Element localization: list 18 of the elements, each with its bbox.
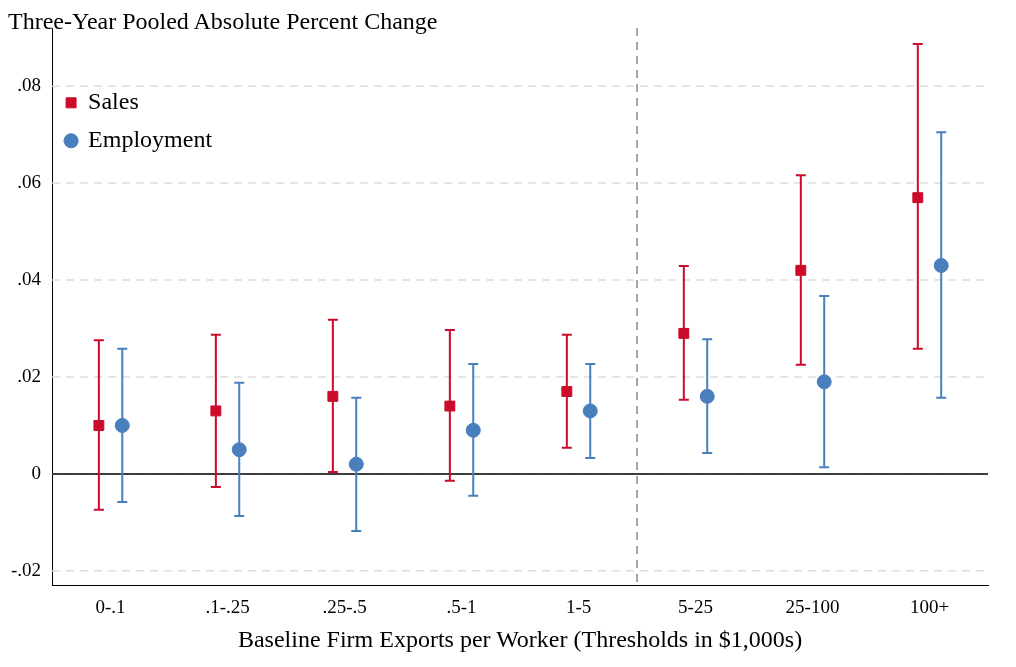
- x-tick-label: .25-.5: [322, 595, 367, 617]
- x-axis-title: Baseline Firm Exports per Worker (Thresholds in $1,000s): [237, 625, 803, 652]
- y-tick-label: -.02: [11, 558, 42, 580]
- x-tick-label: 0-.1: [95, 595, 126, 617]
- y-tick-label: .06: [17, 171, 42, 193]
- legend-label: Employment: [88, 126, 213, 153]
- y-tick-label: .04: [17, 268, 42, 290]
- y-tick-label: .08: [17, 74, 42, 96]
- x-tick-label: 100+: [909, 595, 950, 617]
- x-tick-label: 25-100: [785, 595, 840, 617]
- x-tick-label: 1-5: [565, 595, 592, 617]
- y-tick-label: 0: [31, 461, 42, 483]
- y-axis-title: Three-Year Pooled Absolute Percent Change: [8, 8, 438, 35]
- x-tick-label: 5-25: [678, 595, 713, 617]
- y-tick-label: .02: [17, 364, 42, 386]
- x-tick-label: .1-.25: [205, 595, 250, 617]
- x-tick-label: .5-1: [446, 595, 477, 617]
- legend-label: Sales: [88, 88, 139, 115]
